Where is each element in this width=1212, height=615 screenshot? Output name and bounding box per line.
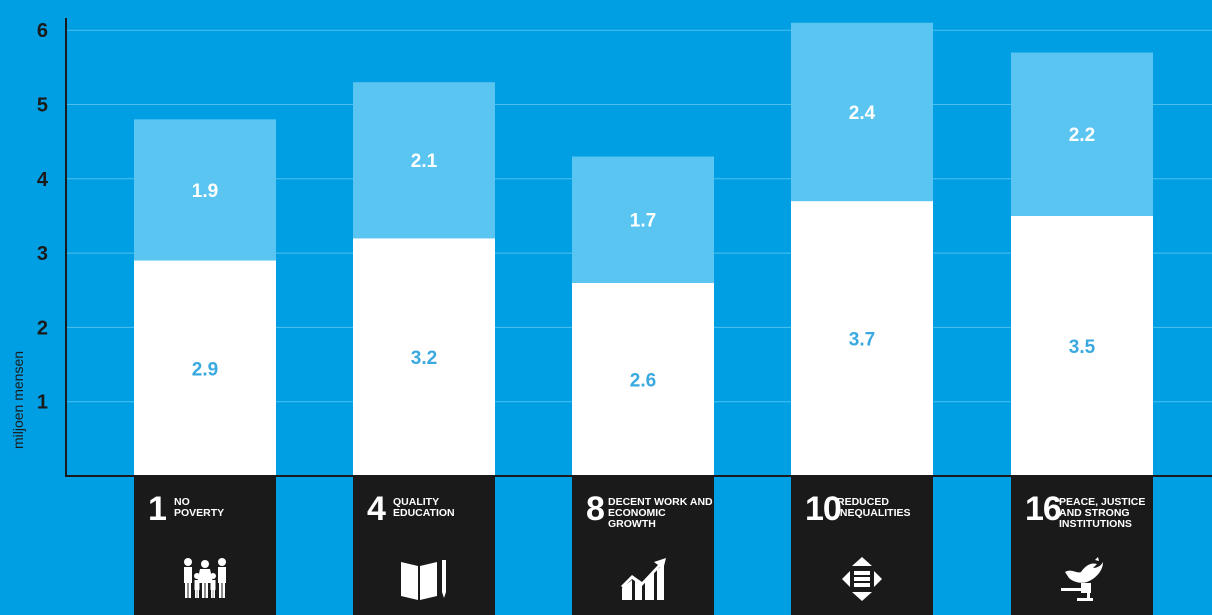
sdg-title: Reduced inequalities (837, 496, 911, 519)
growth-chart-icon (621, 558, 666, 600)
bar-segment-lower (1011, 215, 1153, 476)
y-tick-label: 5 (37, 95, 48, 117)
sdg-tile-1: 1 No Poverty (134, 476, 276, 615)
equality-arrows-icon (842, 557, 882, 601)
data-label: 3.5 (1069, 337, 1096, 358)
sdg-title: Decent work and economic growth (608, 496, 713, 530)
dove-gavel-icon (1061, 557, 1103, 601)
sdg-tile-16: 16 Peace, justice and strong institution… (1011, 476, 1153, 615)
data-label: 3.2 (411, 348, 437, 369)
sdg-number: 4 (367, 490, 386, 528)
data-label: 1.7 (630, 211, 656, 232)
data-label: 2.9 (192, 359, 218, 380)
bar-segment-upper (353, 82, 495, 239)
y-tick-label: 3 (37, 243, 48, 265)
data-label: 1.9 (192, 181, 218, 202)
sdg-tile-10: 10 Reduced inequalities (791, 476, 933, 615)
bar-segment-upper (1011, 52, 1153, 216)
sdg-title: Quality Education (393, 496, 455, 519)
bar-segment-upper (134, 119, 276, 261)
sdg-tile-4: 4 Quality Education (353, 476, 495, 615)
bar-segment-lower (353, 238, 495, 476)
book-pencil-icon (401, 560, 446, 600)
y-tick-label: 2 (37, 317, 48, 339)
y-tick-label: 4 (37, 169, 49, 191)
sdg-title: No Poverty (174, 496, 225, 519)
bar-segment-upper (572, 156, 714, 283)
bar-segment-lower (572, 282, 714, 476)
y-tick-label: 1 (37, 392, 48, 414)
sdg-number: 8 (586, 490, 605, 528)
sdg-number: 1 (148, 490, 167, 528)
sdg-title: Peace, justice and strong institutions (1059, 496, 1146, 530)
data-label: 3.7 (849, 330, 875, 351)
data-label: 2.2 (1069, 125, 1095, 146)
bar-segment-lower (134, 260, 276, 476)
sdg-tile-8: 8 Decent work and economic growth (572, 476, 714, 615)
family-icon (184, 558, 226, 598)
bar-segment-upper (791, 22, 933, 202)
sdg-number: 10 (805, 490, 842, 528)
data-label: 2.1 (411, 151, 438, 172)
bar-segment-lower (791, 201, 933, 476)
y-axis-label: miljoen mensen (10, 350, 26, 450)
y-tick-label: 6 (37, 20, 48, 42)
sdg-number: 16 (1025, 490, 1062, 528)
data-label: 2.4 (849, 103, 876, 124)
data-label: 2.6 (630, 370, 656, 391)
